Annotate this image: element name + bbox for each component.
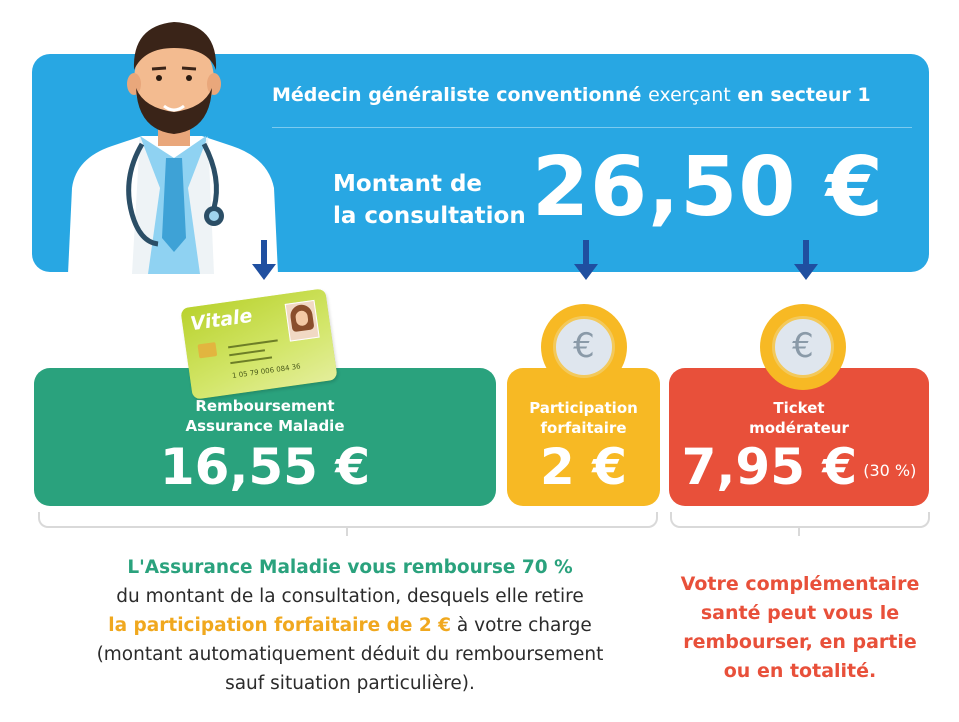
complementaire-line4: ou en totalité. [723, 660, 877, 682]
remboursement-value: 16,55 € [159, 438, 371, 496]
ticket-value-row: 7,95 € (30 %) [669, 438, 929, 496]
ticket-label: Ticket modérateur [669, 398, 929, 438]
complementaire-line1: Votre complémentaire [680, 573, 920, 595]
participation-value: 2 € [540, 438, 627, 496]
euro-symbol: € [772, 316, 834, 378]
ticket-value: 7,95 € [681, 438, 858, 496]
explanation-line2: du montant de la consultation, desquels … [116, 586, 584, 607]
complementaire-line3: rembourser, en partie [683, 631, 917, 653]
explanation-line1: L'Assurance Maladie vous rembourse 70 % [127, 557, 573, 578]
montant-label: Montant de la consultation [333, 168, 526, 232]
euro-symbol: € [553, 316, 615, 378]
bracket-left [38, 512, 658, 536]
explanation-line5: sauf situation particulière). [225, 673, 475, 694]
explanation-line3: la participation forfaitaire de 2 € à vo… [30, 611, 670, 640]
montant-label-line2: la consultation [333, 203, 526, 229]
participation-label: Participation forfaitaire [507, 398, 660, 438]
participation-label-line2: forfaitaire [540, 419, 627, 437]
participation-label-line1: Participation [529, 399, 638, 417]
bracket-right [670, 512, 930, 536]
complementaire-text: Votre complémentaire santé peut vous le … [668, 570, 932, 686]
explanation-line3-rest: à votre charge [451, 615, 592, 636]
complementaire-line2: santé peut vous le [700, 602, 900, 624]
ticket-card: Ticket modérateur 7,95 € (30 %) [669, 368, 929, 506]
montant-label-line1: Montant de [333, 171, 483, 197]
card-photo [284, 299, 320, 342]
consultation-amount: 26,50 € [532, 140, 884, 235]
banner-title: Médecin généraliste conventionné exerçan… [272, 84, 912, 106]
ticket-label-line1: Ticket [773, 399, 825, 417]
participation-card: Participation forfaitaire 2 € [507, 368, 660, 506]
explanation-line4: (montant automatiquement déduit du rembo… [96, 644, 604, 665]
euro-coin-icon: € [760, 304, 846, 390]
banner-title-part3: en secteur 1 [737, 84, 871, 106]
remboursement-label: Remboursement Assurance Maladie [34, 396, 496, 436]
euro-coin-icon: € [541, 304, 627, 390]
ticket-percent: (30 %) [863, 461, 917, 480]
ticket-label-line2: modérateur [749, 419, 849, 437]
explanation-text: L'Assurance Maladie vous rembourse 70 % … [30, 553, 670, 698]
card-chip-icon [197, 342, 218, 359]
remboursement-label-line1: Remboursement [195, 397, 335, 415]
doctor-illustration [68, 22, 278, 274]
banner-divider [272, 127, 912, 128]
remboursement-card: Remboursement Assurance Maladie 16,55 € [34, 368, 496, 506]
banner-title-part1: Médecin généraliste conventionné [272, 84, 642, 106]
remboursement-label-line2: Assurance Maladie [185, 417, 345, 435]
banner-title-part2: exerçant [648, 84, 731, 106]
explanation-highlight: la participation forfaitaire de 2 € [108, 615, 452, 636]
